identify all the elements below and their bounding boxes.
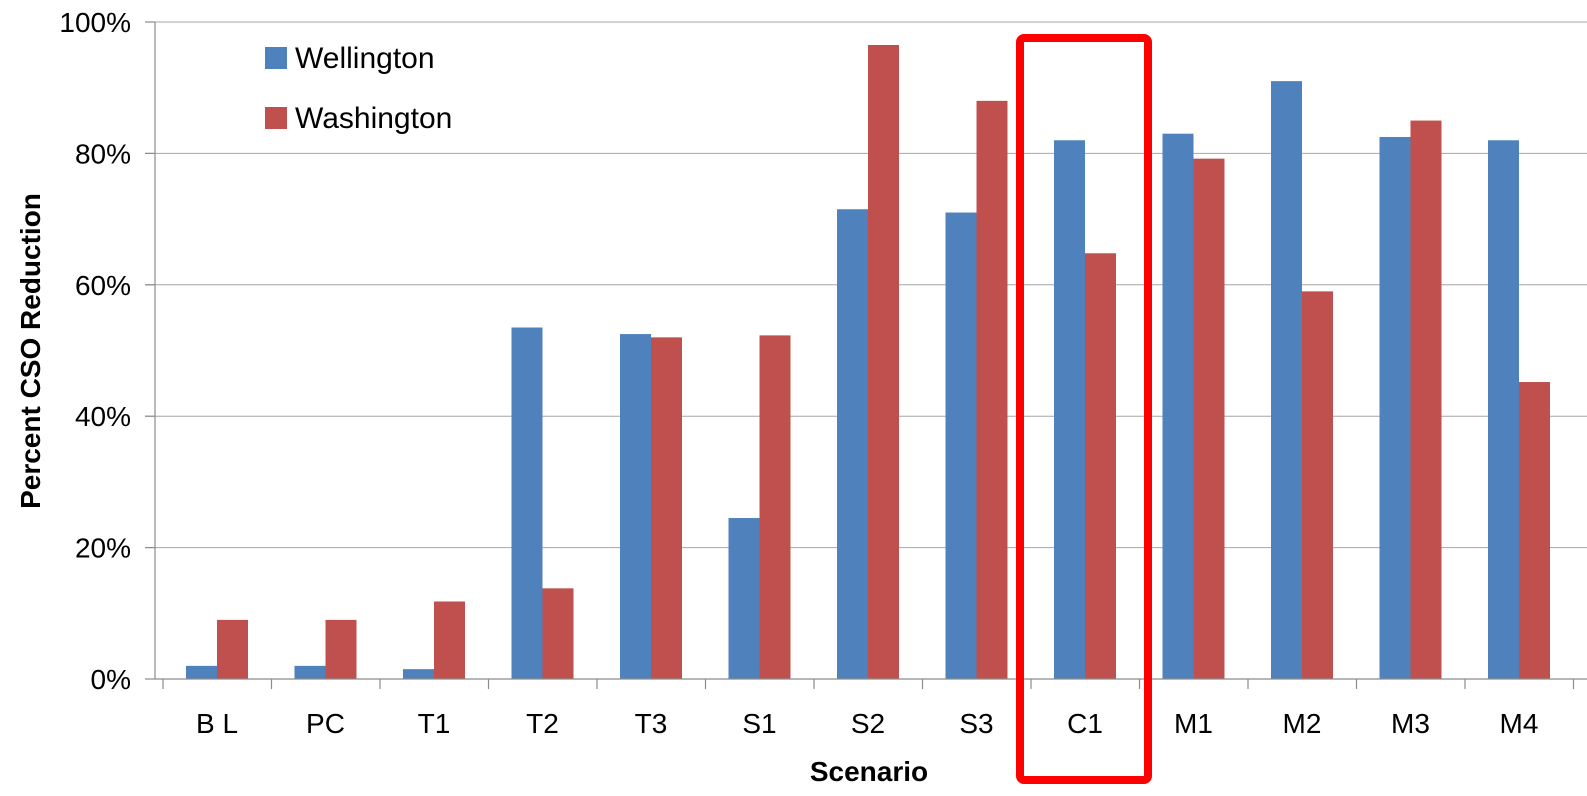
bar-wellington-m4	[1488, 140, 1519, 679]
bar-wellington-m3	[1379, 136, 1411, 680]
legend: Wellington Washington	[265, 42, 452, 135]
y-tick-label: 0%	[91, 664, 131, 695]
x-tick-label: S1	[742, 708, 776, 739]
bar-wellington-pc	[294, 665, 326, 679]
bar-washington-t3	[651, 337, 682, 679]
y-axis-title: Percent CSO Reduction	[15, 193, 46, 509]
bar-washington-pc	[325, 619, 357, 679]
highlight-box-c1	[1016, 34, 1152, 784]
y-tick-label: 80%	[75, 138, 131, 169]
x-tick-label: B L	[196, 708, 238, 739]
x-tick-label: S2	[851, 708, 885, 739]
bar-washington-m4	[1519, 382, 1550, 679]
legend-swatch-wellington	[265, 47, 287, 69]
x-tick-labels: B L PC T1 T2 T3 S1 S2 S3 C1 M1 M2 M3 M4	[196, 708, 1538, 739]
y-tick-labels: 0% 20% 40% 60% 80% 100%	[59, 7, 131, 695]
y-tick-label: 100%	[59, 7, 131, 38]
bar-washington-bl	[217, 619, 248, 679]
bar-washington-s1	[759, 335, 791, 679]
x-tick-label: PC	[306, 708, 345, 739]
bar-wellington-bl	[186, 665, 217, 679]
y-tick-label: 60%	[75, 270, 131, 301]
bar-wellington-m1	[1162, 133, 1194, 679]
axes	[145, 21, 1587, 689]
legend-label-washington: Washington	[295, 102, 452, 135]
x-tick-label: M1	[1174, 708, 1213, 739]
bar-wellington-t2	[511, 327, 543, 679]
bar-washington-m3	[1410, 120, 1442, 680]
bar-washington-c1	[1085, 253, 1116, 679]
bar-wellington-t3	[620, 334, 651, 679]
bar-wellington-t1	[403, 669, 434, 679]
bar-washington-m1	[1193, 158, 1225, 679]
bar-wellington-m2	[1271, 81, 1302, 679]
x-tick-label: T3	[635, 708, 668, 739]
bar-wellington-s3	[945, 212, 977, 679]
legend-swatch-washington	[265, 107, 287, 129]
x-tick-label: C1	[1067, 708, 1103, 739]
bars	[186, 44, 1550, 680]
bar-wellington-s2	[837, 209, 868, 679]
highlight-box-layer	[1016, 34, 1152, 784]
bar-washington-t2	[542, 588, 574, 679]
x-tick-label: T1	[418, 708, 451, 739]
bar-washington-t1	[434, 601, 465, 679]
legend-label-wellington: Wellington	[295, 42, 435, 75]
x-tick-label: T2	[526, 708, 559, 739]
x-axis-title: Scenario	[810, 756, 928, 787]
x-tick-label: M3	[1391, 708, 1430, 739]
x-tick-label: M2	[1283, 708, 1322, 739]
y-tick-label: 20%	[75, 533, 131, 564]
bar-wellington-s1	[728, 518, 760, 679]
bar-washington-m2	[1302, 291, 1333, 679]
bar-wellington-c1	[1054, 140, 1085, 679]
x-tick-label: S3	[959, 708, 993, 739]
x-tick-label: M4	[1500, 708, 1539, 739]
bar-washington-s2	[868, 44, 899, 680]
y-tick-label: 40%	[75, 401, 131, 432]
bar-washington-s3	[976, 100, 1008, 680]
